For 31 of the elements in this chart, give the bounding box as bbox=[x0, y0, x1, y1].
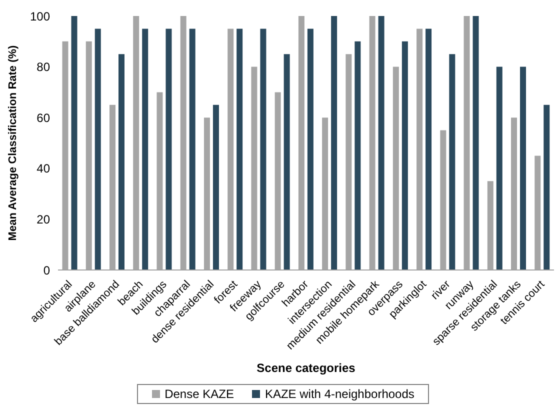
bar bbox=[354, 41, 361, 270]
bar bbox=[378, 16, 384, 270]
bar bbox=[94, 28, 101, 270]
bar bbox=[331, 16, 338, 270]
legend-label: Dense KAZE bbox=[164, 387, 234, 401]
bar bbox=[189, 28, 196, 270]
y-tick-label: 60 bbox=[36, 110, 50, 125]
x-axis-title: Scene categories bbox=[256, 361, 356, 375]
y-tick-label: 0 bbox=[43, 263, 50, 278]
bar bbox=[520, 66, 526, 270]
y-tick-label: 80 bbox=[36, 60, 50, 74]
bar bbox=[260, 28, 266, 270]
bar bbox=[118, 54, 124, 270]
y-tick-label: 100 bbox=[30, 9, 50, 24]
bar bbox=[426, 28, 432, 270]
bar bbox=[472, 16, 479, 270]
bar bbox=[284, 54, 290, 270]
bar bbox=[449, 54, 456, 270]
y-axis-title: Mean Average Classification Rate (%) bbox=[6, 44, 19, 241]
legend-label: KAZE with 4-neighborhoods bbox=[264, 387, 414, 401]
y-tick-label: 40 bbox=[36, 162, 50, 176]
bar bbox=[71, 16, 78, 270]
bar bbox=[544, 104, 550, 270]
bar bbox=[307, 28, 314, 270]
bar bbox=[496, 66, 502, 270]
y-tick-label: 20 bbox=[36, 212, 50, 226]
bar bbox=[236, 28, 243, 270]
bar bbox=[402, 41, 408, 270]
bar bbox=[212, 104, 219, 270]
bar bbox=[166, 28, 172, 270]
bar bbox=[142, 28, 148, 270]
